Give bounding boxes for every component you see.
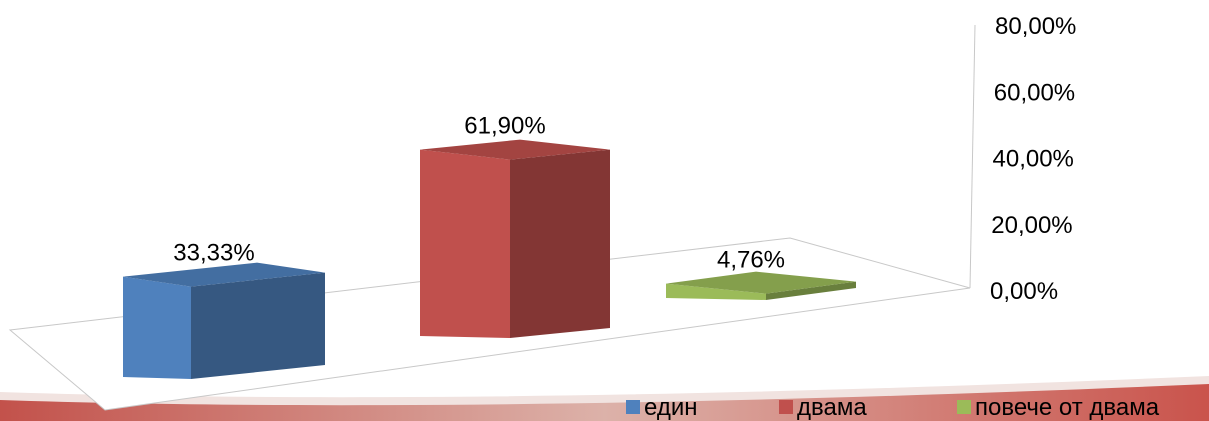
y-tick-label: 60,00% bbox=[994, 79, 1075, 106]
legend-label: един bbox=[644, 394, 697, 421]
chart-legend: един двама повече от двама bbox=[626, 394, 1160, 421]
legend-swatch bbox=[957, 400, 971, 414]
legend-swatch bbox=[626, 400, 640, 414]
chart-bars bbox=[123, 139, 856, 379]
legend-label: повече от двама bbox=[975, 394, 1160, 421]
y-tick-label: 80,00% bbox=[995, 13, 1076, 40]
y-tick-label: 40,00% bbox=[993, 146, 1074, 173]
bar-value-label: 61,90% bbox=[464, 113, 545, 140]
y-axis-ticks: 0,00% 20,00% 40,00% 60,00% 80,00% bbox=[990, 13, 1076, 305]
decorative-ribbon-highlight bbox=[0, 376, 1209, 406]
bar-front-face bbox=[420, 149, 510, 338]
y-tick-label: 0,00% bbox=[990, 278, 1058, 305]
bar-value-label: 33,33% bbox=[173, 240, 254, 267]
legend-swatch bbox=[779, 400, 793, 414]
bar-front-face bbox=[666, 283, 766, 300]
data-labels: 33,33% 61,90% 4,76% bbox=[173, 113, 785, 274]
bar-top-face bbox=[420, 139, 610, 160]
bar-side-face bbox=[191, 272, 325, 379]
bar-top-face bbox=[666, 271, 856, 294]
bar-top-face bbox=[123, 262, 325, 287]
bar-side-face bbox=[510, 149, 610, 338]
y-axis-line bbox=[969, 24, 976, 289]
bar-side-face bbox=[766, 281, 856, 300]
legend-label: двама bbox=[797, 394, 867, 421]
bar-value-label: 4,76% bbox=[717, 247, 785, 274]
bar-front-face bbox=[123, 276, 191, 379]
y-tick-label: 20,00% bbox=[991, 212, 1072, 239]
